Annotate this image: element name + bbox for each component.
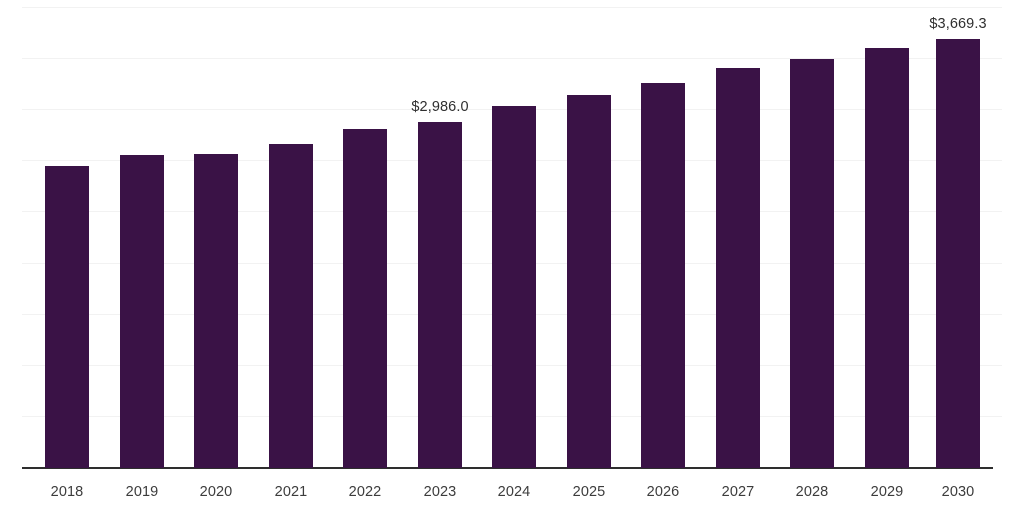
bar-2018[interactable]: [45, 166, 89, 468]
bar-2025[interactable]: [567, 95, 611, 468]
bar-2027[interactable]: [716, 68, 760, 468]
bar-2026[interactable]: [641, 83, 685, 468]
x-tick-2030: 2030: [941, 484, 975, 500]
bar-2019[interactable]: [120, 155, 164, 468]
bar-value-label-2030: $3,669.3: [929, 16, 987, 32]
x-tick-2020: 2020: [199, 484, 233, 500]
x-tick-2025: 2025: [572, 484, 606, 500]
bar-2028[interactable]: [790, 59, 834, 468]
x-tick-2026: 2026: [646, 484, 680, 500]
bar-2024[interactable]: [492, 106, 536, 468]
x-tick-2018: 2018: [50, 484, 84, 500]
bar-2020[interactable]: [194, 154, 238, 468]
x-tick-2028: 2028: [795, 484, 829, 500]
bar-2021[interactable]: [269, 144, 313, 468]
bar-2022[interactable]: [343, 129, 387, 468]
x-tick-2023: 2023: [423, 484, 457, 500]
bar-2030[interactable]: [936, 39, 980, 468]
x-tick-2024: 2024: [497, 484, 531, 500]
x-tick-2022: 2022: [348, 484, 382, 500]
x-tick-2029: 2029: [870, 484, 904, 500]
bar-2029[interactable]: [865, 48, 909, 468]
x-tick-2021: 2021: [274, 484, 308, 500]
x-tick-2019: 2019: [125, 484, 159, 500]
bar-value-label-2023: $2,986.0: [411, 99, 469, 115]
x-tick-2027: 2027: [721, 484, 755, 500]
bar-2023[interactable]: [418, 122, 462, 468]
